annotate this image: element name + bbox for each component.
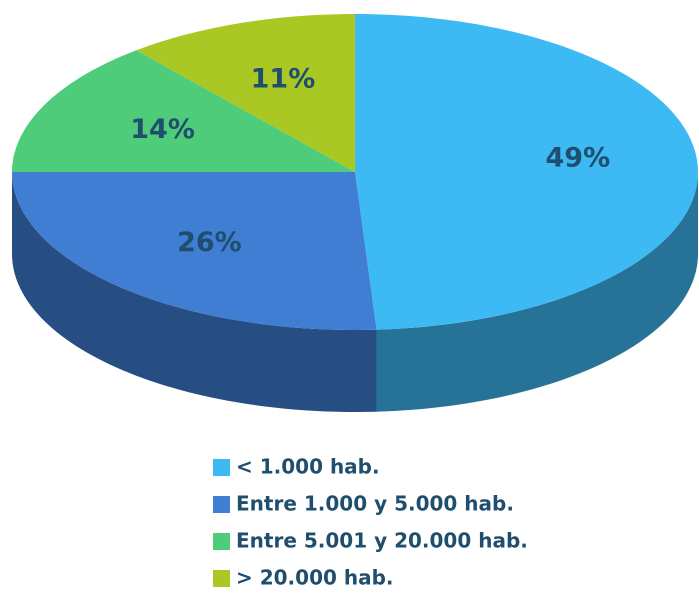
- data-label: 49%: [546, 142, 611, 173]
- legend-label: Entre 5.001 y 20.000 hab.: [236, 529, 528, 553]
- legend-swatch: [213, 570, 230, 587]
- legend-label: < 1.000 hab.: [236, 455, 380, 479]
- legend-label: Entre 1.000 y 5.000 hab.: [236, 492, 514, 516]
- legend-swatch: [213, 496, 230, 513]
- data-label: 14%: [130, 114, 195, 145]
- legend-label: > 20.000 hab.: [236, 566, 394, 590]
- data-label: 26%: [177, 227, 242, 258]
- slice: [136, 14, 355, 172]
- slice: [12, 172, 377, 330]
- slice-side: [376, 172, 698, 412]
- slice: [355, 14, 698, 330]
- legend-swatch: [213, 459, 230, 476]
- data-label: 11%: [251, 63, 316, 94]
- slice-side: [12, 172, 377, 412]
- legend-swatch: [213, 533, 230, 550]
- slice: [12, 50, 355, 172]
